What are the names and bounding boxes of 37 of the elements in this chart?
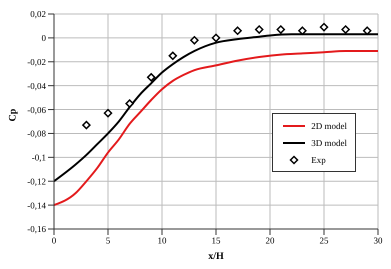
y-tick-label: -0,08: [27, 128, 46, 139]
legend-label: 3D model: [311, 138, 347, 148]
point: [82, 120, 91, 130]
point: [190, 36, 199, 45]
y-tick-label: -0,06: [27, 104, 46, 115]
y-tick-label: -0,12: [27, 176, 46, 186]
legend-label: Exp: [311, 154, 326, 164]
point: [341, 25, 350, 34]
x-axis-title: x/H: [208, 251, 224, 262]
point: [298, 26, 307, 35]
x-tick-label: 25: [320, 235, 329, 246]
y-tick-label: 0: [42, 33, 46, 44]
y-tick-label: -0,04: [27, 80, 46, 91]
x-tick-label: 5: [106, 235, 111, 246]
point: [254, 25, 264, 34]
y-axis-title: Cp: [8, 108, 19, 122]
x-tick-label: 20: [266, 235, 275, 246]
x-tick-label: 0: [52, 235, 57, 246]
legend-label: 2D model: [311, 120, 347, 130]
y-tick-label: -0,14: [27, 200, 46, 210]
point: [233, 26, 242, 35]
line-series: [54, 50, 378, 206]
point: [276, 25, 286, 34]
point: [320, 22, 328, 32]
y-tick-label: 0,02: [30, 9, 46, 20]
x-tick-label: 10: [158, 235, 167, 246]
point: [104, 108, 112, 118]
point: [146, 73, 156, 82]
x-tick-label: 15: [212, 235, 221, 246]
y-tick-label: -0,16: [27, 224, 46, 234]
y-tick-label: -0,02: [27, 56, 46, 67]
x-tick-label: 30: [374, 235, 383, 246]
point: [168, 52, 178, 60]
point: [362, 26, 372, 35]
point: [212, 34, 220, 42]
y-tick-label: -0,1: [32, 152, 46, 163]
point: [125, 99, 134, 108]
